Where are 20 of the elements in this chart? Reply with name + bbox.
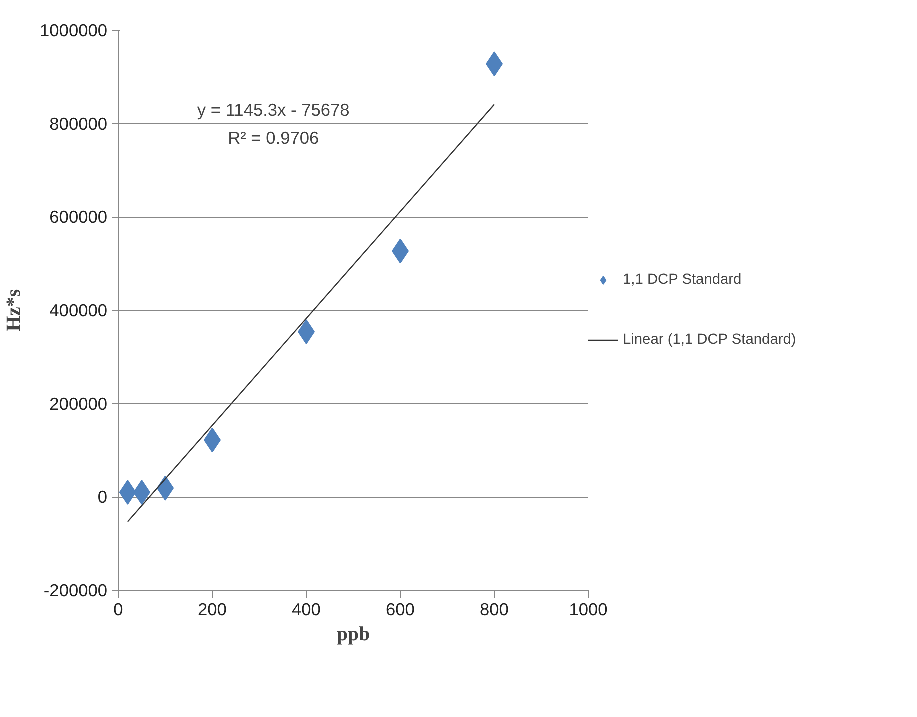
y-tick-label: -200000 [44,580,108,600]
y-tick-label: 200000 [50,394,108,414]
x-tick-label: 800 [480,600,509,620]
annotation: R² = 0.9706 [228,128,320,148]
y-tick-label: 0 [98,487,108,508]
y-axis-title: Hz*s [3,289,26,332]
annotation: y = 1145.3x - 75678 [197,100,350,120]
legend-label: 1,1 DCP Standard [623,272,742,288]
x-tick-label: 400 [292,600,321,620]
y-tick-label: 600000 [50,207,108,228]
x-tick-label: 200 [198,600,227,620]
y-tick-label: 800000 [50,114,108,134]
legend-label: Linear (1,1 DCP Standard) [623,332,796,348]
point [119,480,136,505]
y-tick-label: 400000 [50,300,108,320]
y-tick-label: 1000000 [40,20,108,40]
x-tick-label: 1000 [569,600,608,620]
x-axis-title: ppb [336,624,370,646]
x-tick-label: 600 [386,600,415,620]
x-tick-label: 0 [114,600,124,620]
